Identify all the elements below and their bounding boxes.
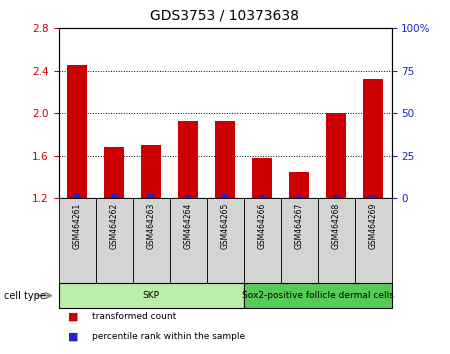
Text: Sox2-positive follicle dermal cells: Sox2-positive follicle dermal cells: [242, 291, 393, 300]
Text: ■: ■: [68, 331, 78, 341]
Bar: [215, 121, 235, 198]
Text: cell type: cell type: [4, 291, 46, 301]
Text: GSM464269: GSM464269: [369, 202, 378, 249]
Bar: [243, 198, 280, 283]
Bar: [326, 113, 346, 198]
Bar: [148, 194, 154, 198]
Text: SKP: SKP: [143, 291, 159, 300]
Text: GSM464261: GSM464261: [72, 202, 81, 249]
Bar: [243, 283, 392, 308]
Bar: [95, 198, 132, 283]
Bar: [207, 198, 243, 283]
Bar: [259, 195, 265, 198]
Text: GSM464266: GSM464266: [257, 202, 266, 249]
Text: GSM464263: GSM464263: [147, 202, 156, 249]
Text: transformed count: transformed count: [92, 312, 176, 321]
Bar: [104, 147, 124, 198]
Text: GDS3753 / 10373638: GDS3753 / 10373638: [150, 9, 300, 23]
Bar: [74, 194, 80, 198]
Bar: [67, 65, 87, 198]
Bar: [370, 195, 376, 198]
Text: GSM464268: GSM464268: [332, 202, 341, 249]
Bar: [355, 198, 392, 283]
Text: GSM464267: GSM464267: [294, 202, 303, 249]
Bar: [333, 195, 339, 198]
Bar: [363, 79, 383, 198]
Bar: [252, 158, 272, 198]
Text: ■: ■: [68, 312, 78, 322]
Bar: [132, 198, 170, 283]
Text: GSM464262: GSM464262: [109, 202, 118, 249]
Bar: [222, 194, 228, 198]
Bar: [170, 198, 207, 283]
Bar: [58, 198, 95, 283]
Text: percentile rank within the sample: percentile rank within the sample: [92, 332, 245, 341]
Bar: [111, 194, 117, 198]
Bar: [185, 195, 191, 198]
Bar: [318, 198, 355, 283]
Bar: [296, 196, 302, 198]
Bar: [178, 121, 198, 198]
Bar: [280, 198, 318, 283]
Text: GSM464264: GSM464264: [184, 202, 193, 249]
Bar: [141, 145, 161, 198]
Bar: [58, 283, 243, 308]
Bar: [289, 172, 309, 198]
Text: GSM464265: GSM464265: [220, 202, 230, 249]
